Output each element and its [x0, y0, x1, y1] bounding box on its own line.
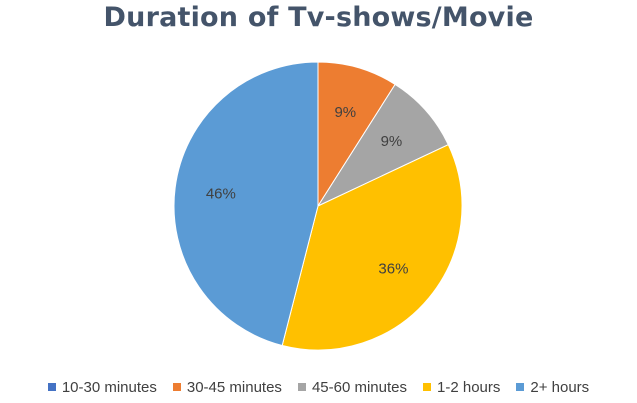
- data-label-45-60-minutes: 9%: [381, 133, 403, 150]
- legend-swatch: [47, 383, 56, 391]
- pie-slice-45-60-minutes: [316, 83, 449, 208]
- chart-legend: 10-30 minutes 30-45 minutes 45-60 minutes 1…: [0, 376, 637, 398]
- chart-title: Duration of Tv-shows/Movie: [103, 2, 534, 33]
- legend-swatch: [172, 383, 181, 391]
- pie-slice-30-45-minutes: [317, 61, 396, 208]
- data-label-30-45-minutes: 9%: [334, 104, 356, 121]
- legend-swatch: [516, 383, 525, 391]
- legend-item-30-45-minutes: 30-45 minutes: [172, 378, 282, 396]
- legend-item-10-30-minutes: 10-30 minutes: [47, 378, 157, 396]
- legend-swatch: [297, 383, 306, 391]
- legend-item-45-60-minutes: 45-60 minutes: [297, 378, 407, 396]
- pie-slice-1-2-hours: [281, 144, 463, 351]
- data-label-2-hours: 46%: [206, 186, 236, 203]
- legend-label: 45-60 minutes: [311, 378, 407, 396]
- legend-label: 1-2 hours: [437, 378, 501, 396]
- legend-item-2-hours: 2+ hours: [516, 379, 589, 396]
- legend-label: 2+ hours: [530, 378, 590, 396]
- legend-label: 30-45 minutes: [186, 378, 282, 396]
- legend-swatch: [423, 383, 431, 391]
- data-label-1-2-hours: 36%: [378, 260, 408, 277]
- legend-item-1-2-hours: 1-2 hours: [423, 379, 500, 396]
- pie-slice-2-hours: [173, 61, 319, 347]
- legend-label: 10-30 minutes: [61, 378, 157, 396]
